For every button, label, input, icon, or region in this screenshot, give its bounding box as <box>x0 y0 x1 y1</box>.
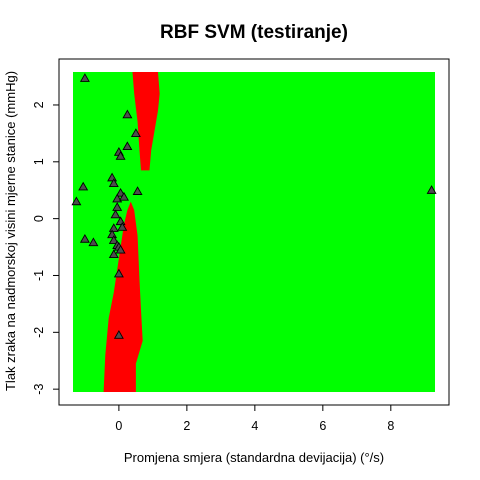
y-tick-label: 0 <box>32 215 46 222</box>
data-point <box>108 235 119 244</box>
data-point <box>78 181 89 191</box>
data-point <box>88 237 99 247</box>
x-tick-label: 4 <box>251 419 258 433</box>
data-point <box>79 73 90 82</box>
data-point <box>108 223 119 232</box>
data-point <box>113 268 124 278</box>
data-point <box>119 191 129 201</box>
y-tick-label: 2 <box>32 101 46 108</box>
x-tick-label: 8 <box>387 419 394 433</box>
x-tick-label: 6 <box>319 419 326 433</box>
data-point <box>132 186 143 195</box>
data-point <box>108 249 119 259</box>
y-tick-label: -2 <box>32 327 46 338</box>
data-point <box>112 193 123 203</box>
data-point <box>112 202 123 211</box>
data-points <box>71 73 437 339</box>
x-axis-label: Promjena smjera (standardna devijacija) … <box>124 450 384 465</box>
y-axis-label: Tlak zraka na nadmorskoj visini mjerne s… <box>3 71 18 391</box>
data-point <box>426 185 437 194</box>
data-point <box>110 209 121 219</box>
decision-regions <box>103 72 160 392</box>
y-axis: -3 -2 -1 0 1 2 <box>32 101 60 395</box>
data-point <box>108 178 119 188</box>
x-tick-label: 2 <box>183 419 190 433</box>
y-tick-label: -1 <box>32 270 46 281</box>
x-axis: 0 2 4 6 8 <box>115 404 394 433</box>
y-tick-label: -3 <box>32 384 46 395</box>
data-point <box>113 330 124 339</box>
data-point <box>115 244 126 254</box>
data-point <box>79 233 90 243</box>
y-tick-label: 1 <box>32 158 46 165</box>
x-tick-label: 0 <box>115 419 122 433</box>
data-point <box>115 151 126 160</box>
decision-region-2 <box>103 201 143 392</box>
data-point <box>71 196 82 206</box>
data-point <box>130 128 141 137</box>
data-point <box>117 222 128 231</box>
decision-region-1 <box>132 72 160 171</box>
chart-title: RBF SVM (testiranje) <box>160 22 348 43</box>
data-point <box>122 109 133 119</box>
data-point <box>122 141 133 151</box>
